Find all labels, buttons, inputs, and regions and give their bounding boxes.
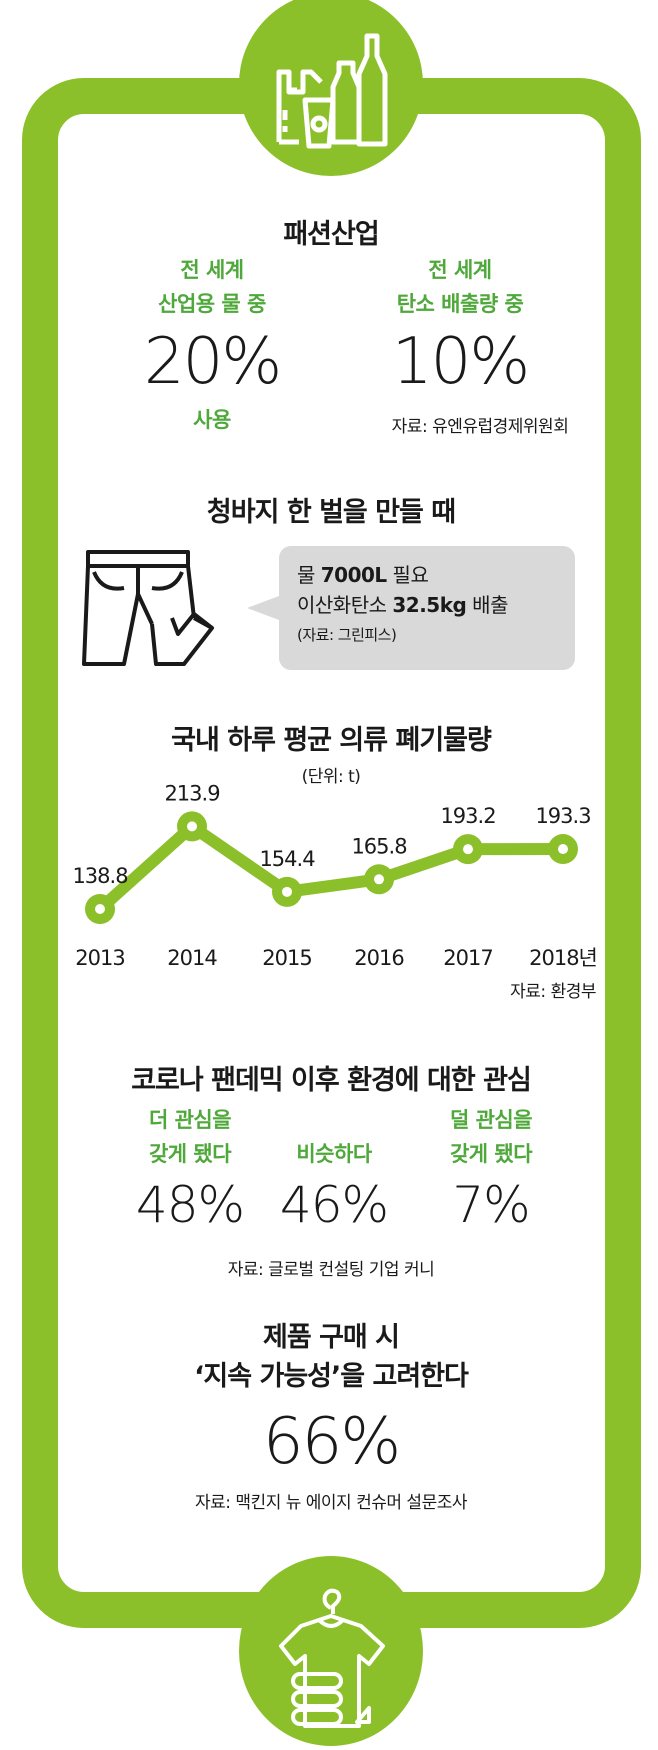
- co2-value: 32.5kg: [392, 593, 467, 617]
- chart-source: 자료: 환경부: [510, 982, 596, 1002]
- jeans-callout: 물 7000L 필요 이산화탄소 32.5kg 배출 (자료: 그린피스): [247, 546, 575, 670]
- data-label: 154.4: [259, 847, 315, 871]
- shirt-hanger-folded-clothes-icon: [279, 1588, 385, 1728]
- series-line: [95, 820, 564, 914]
- corona-item-3-label-1: 덜 관심을: [449, 1108, 533, 1132]
- x-tick-label: 2016: [354, 946, 404, 970]
- water-value: 7000L: [320, 563, 387, 587]
- fashion-left-label-2: 산업용 물 중: [158, 292, 266, 316]
- fashion-left-suffix: 사용: [193, 408, 231, 432]
- fashion-title: 패션산업: [283, 219, 379, 250]
- data-label: 193.3: [535, 804, 590, 828]
- water-label: 물: [297, 563, 321, 587]
- plastic-bag-bottles-cup-icon: [276, 33, 388, 149]
- green-frame: [22, 78, 641, 1628]
- data-label: 138.8: [72, 864, 127, 888]
- top-icon-circle: [239, 0, 423, 176]
- bottom-icon-circle: [239, 1556, 423, 1746]
- chart-title: 국내 하루 평균 의류 폐기물량: [171, 725, 492, 756]
- x-tick-label: 2013: [75, 946, 124, 970]
- co2-label: 이산화탄소: [297, 593, 393, 617]
- data-point-center: [463, 844, 473, 855]
- sustain-source: 자료: 맥킨지 뉴 에이지 컨슈머 설문조사: [195, 1493, 468, 1513]
- x-tick-label: 2018년: [529, 946, 597, 970]
- sustain-title-1: 제품 구매 시: [263, 1322, 400, 1353]
- corona-item-3-label-2: 갖게 됐다: [449, 1142, 533, 1166]
- corona-item-2-value: 46%: [279, 1176, 389, 1234]
- water-line: 물 7000L 필요: [297, 560, 557, 590]
- sustain-title-2: ‘지속 가능성’을 고려한다: [194, 1361, 469, 1392]
- corona-title: 코로나 팬데믹 이후 환경에 대한 관심: [131, 1065, 532, 1096]
- data-point-center: [374, 874, 384, 885]
- jeans-icon: [82, 550, 214, 666]
- fashion-right-label-1: 전 세계: [428, 258, 492, 282]
- waste-line-chart: 138.8 2013 213.9 2014 154.4 2015 165.8 2016 193.…: [72, 781, 597, 970]
- corona-item-1-value: 48%: [135, 1176, 245, 1234]
- data-point-center: [187, 821, 197, 832]
- corona-item-2-label: 비슷하다: [296, 1142, 372, 1166]
- jeans-source: (자료: 그린피스): [297, 626, 397, 644]
- corona-item-1-label-2: 갖게 됐다: [148, 1142, 232, 1166]
- data-label: 193.2: [440, 804, 495, 828]
- x-tick-label: 2017: [443, 946, 492, 970]
- data-label: 213.9: [164, 781, 219, 805]
- corona-source: 자료: 글로벌 컨설팅 기업 커니: [227, 1260, 435, 1280]
- fashion-left-label-1: 전 세계: [180, 258, 244, 282]
- data-label: 165.8: [351, 834, 406, 858]
- chart-unit: (단위: t): [301, 767, 361, 787]
- data-point-center: [558, 844, 568, 855]
- fashion-source: 자료: 유엔유럽경제위원회: [391, 417, 569, 437]
- fashion-left-value: 20%: [143, 325, 282, 399]
- data-point-center: [95, 904, 105, 914]
- sustain-value: 66%: [262, 1405, 401, 1479]
- fashion-right-label-2: 탄소 배출량 중: [396, 292, 524, 316]
- corona-item-3-value: 7%: [452, 1176, 530, 1234]
- jeans-title: 청바지 한 벌을 만들 때: [206, 497, 456, 528]
- corona-item-1-label-1: 더 관심을: [148, 1108, 232, 1132]
- data-point-center: [282, 886, 292, 897]
- co2-line: 이산화탄소 32.5kg 배출: [297, 590, 557, 620]
- water-suffix: 필요: [386, 563, 429, 587]
- x-tick-label: 2014: [167, 946, 217, 970]
- x-tick-label: 2015: [262, 946, 311, 970]
- co2-suffix: 배출: [466, 593, 508, 617]
- fashion-right-value: 10%: [391, 325, 530, 399]
